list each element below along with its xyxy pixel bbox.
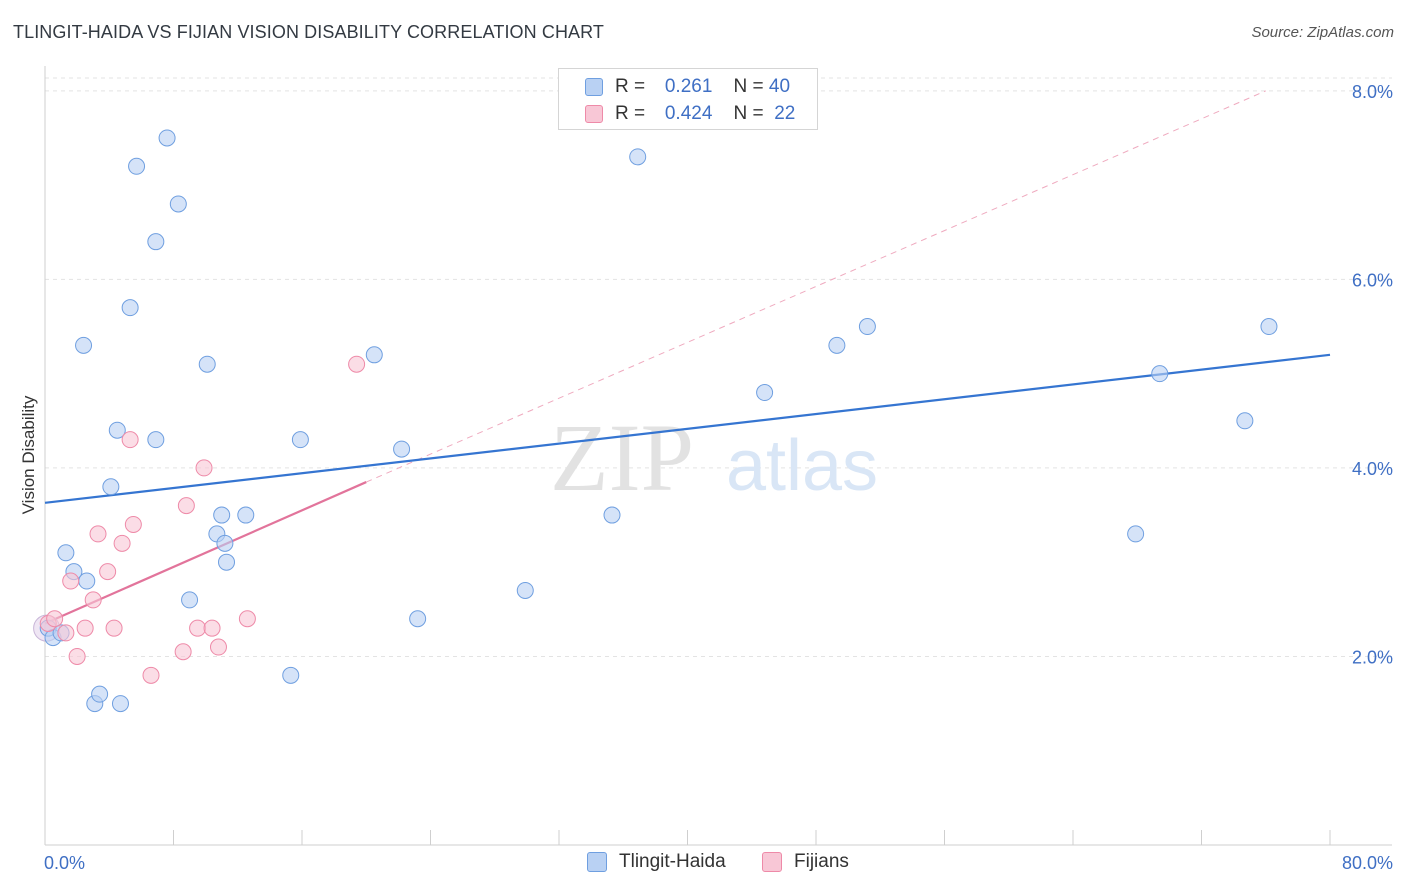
n-label: N = <box>733 103 764 124</box>
y-tick-label: 2.0% <box>1352 647 1393 667</box>
series-swatch-blue <box>587 852 607 872</box>
series-name: Tlingit-Haida <box>619 851 726 872</box>
tlingit-haida-point <box>365 346 383 364</box>
y-axis-label: Vision Disability <box>19 395 38 514</box>
tlingit-haida-point <box>603 506 621 524</box>
tlingit-haida-point <box>181 591 199 609</box>
fijians-point <box>46 610 64 628</box>
fijians-point <box>121 431 139 449</box>
trend-lines <box>44 90 1331 625</box>
fijians-point <box>113 534 131 552</box>
tlingit-haida-point <box>291 431 309 449</box>
fijians-point <box>124 515 142 533</box>
fijians-point <box>203 619 221 637</box>
axes <box>44 66 1392 846</box>
tlingit-haida-point <box>1236 412 1254 430</box>
source-label: Source: ZipAtlas.com <box>1251 24 1394 41</box>
tlingit-haida-point <box>858 318 876 336</box>
tlingit-haida-point <box>216 534 234 552</box>
fijians-point <box>105 619 123 637</box>
fijians-point <box>142 666 160 684</box>
tlingit-haida-point <box>102 478 120 496</box>
tlingit-haida-point <box>828 336 846 354</box>
n-label: N = <box>733 76 764 97</box>
tlingit-haida-point <box>57 544 75 562</box>
tlingit-haida-point <box>1260 318 1278 336</box>
series-swatch-pink <box>762 852 782 872</box>
tlingit-haida-point <box>198 355 216 373</box>
legend-row-fijians: R = 0.424 N = 22 <box>585 101 795 127</box>
tlingit-haida-point <box>121 299 139 317</box>
watermark: ZIP atlas <box>550 404 878 511</box>
fijians-point <box>76 619 94 637</box>
watermark-atlas: atlas <box>726 426 878 506</box>
tlingit-haida-point <box>75 336 93 354</box>
fijians-point <box>348 355 366 373</box>
n-value-tlingit-haida: 40 <box>768 76 791 97</box>
legend-swatch-pink <box>585 105 603 123</box>
fijians-point <box>68 647 86 665</box>
tlingit-haida-point <box>1151 365 1169 383</box>
tlingit-haida-point <box>218 553 236 571</box>
n-value-fijians: 22 <box>774 103 796 124</box>
tlingit-haida-point <box>147 233 165 251</box>
fijians-point <box>84 591 102 609</box>
fijians-point <box>238 610 256 628</box>
tlingit-haida-point <box>282 666 300 684</box>
fijians-point <box>89 525 107 543</box>
data-points <box>33 129 1278 713</box>
fijians-point <box>99 563 117 581</box>
correlation-legend: R = 0.261 N = 40 R = 0.424 N = 22 <box>558 68 818 130</box>
tlingit-haida-point <box>78 572 96 590</box>
tlingit-haida-point <box>91 685 109 703</box>
fijians-point <box>189 619 207 637</box>
fijians-trend-extension <box>366 90 1266 483</box>
tlingit-haida-point <box>213 506 231 524</box>
y-tick-label: 8.0% <box>1352 82 1393 102</box>
tlingit-haida-point <box>147 431 165 449</box>
grid-lines <box>45 77 1392 657</box>
series-legend-fijians: Fijians <box>762 851 849 873</box>
fijians-point <box>174 643 192 661</box>
tlingit-haida-point <box>409 610 427 628</box>
y-tick-label: 4.0% <box>1352 459 1393 479</box>
series-legend: Tlingit-Haida Fijians <box>0 851 1406 877</box>
series-name: Fijians <box>794 851 849 872</box>
r-label: R = <box>615 103 646 124</box>
r-value-fijians: 0.424 <box>664 103 713 124</box>
tlingit-haida-point <box>1127 525 1145 543</box>
series-legend-tlingit-haida: Tlingit-Haida <box>587 851 726 873</box>
watermark-zip: ZIP <box>550 404 694 511</box>
tlingit-haida-point <box>108 421 126 439</box>
tlingit-haida-point <box>128 157 146 175</box>
tlingit-haida-point <box>237 506 255 524</box>
tlingit-haida-trend-line <box>44 353 1331 504</box>
fijians-point <box>195 459 213 477</box>
fijians-point <box>57 624 75 642</box>
tlingit-haida-point <box>111 695 129 713</box>
r-value-tlingit-haida: 0.261 <box>664 76 713 97</box>
tlingit-haida-point <box>169 195 187 213</box>
y-tick-label: 6.0% <box>1352 270 1393 290</box>
tlingit-haida-point <box>393 440 411 458</box>
legend-swatch-blue <box>585 78 603 96</box>
tlingit-haida-point <box>516 581 534 599</box>
x-tick-label: 80.0% <box>1342 853 1393 873</box>
fijians-point <box>177 497 195 515</box>
fijians-point <box>62 572 80 590</box>
tick-labels: 2.0% 4.0% 6.0% 8.0% 0.0% 80.0% <box>44 82 1393 873</box>
tlingit-haida-point <box>756 384 774 402</box>
r-label: R = <box>615 76 646 97</box>
tlingit-haida-point <box>629 148 647 166</box>
chart-title: TLINGIT-HAIDA VS FIJIAN VISION DISABILIT… <box>13 22 605 42</box>
legend-row-tlingit-haida: R = 0.261 N = 40 <box>585 74 790 100</box>
x-tick-label: 0.0% <box>44 853 85 873</box>
fijians-point <box>209 638 227 656</box>
tlingit-haida-point <box>158 129 176 147</box>
